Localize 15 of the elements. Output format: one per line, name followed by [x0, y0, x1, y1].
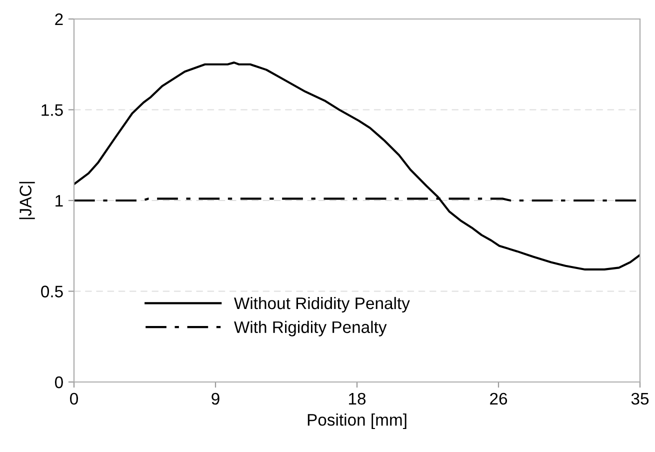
legend-label: Without Rididity Penalty — [234, 296, 410, 312]
y-tick-label: 0 — [54, 376, 63, 388]
y-tick-label: 2 — [55, 13, 63, 26]
y-tick-label: 1 — [56, 195, 63, 207]
y-tick-label: 1.5 — [42, 104, 63, 116]
y-axis-title: |JAC| — [19, 182, 35, 220]
line-series — [74, 62, 640, 271]
legend-label: With Rigidity Penalty — [234, 320, 387, 336]
x-tick-label: 0 — [70, 392, 78, 405]
x-tick-label: 35 — [631, 392, 649, 405]
x-tick-label: 18 — [349, 392, 366, 405]
x-tick-label: 9 — [212, 392, 220, 405]
y-tick-label: 0.5 — [41, 286, 63, 298]
x-tick-label: 26 — [490, 392, 508, 405]
x-axis-title: Position [mm] — [308, 414, 406, 430]
